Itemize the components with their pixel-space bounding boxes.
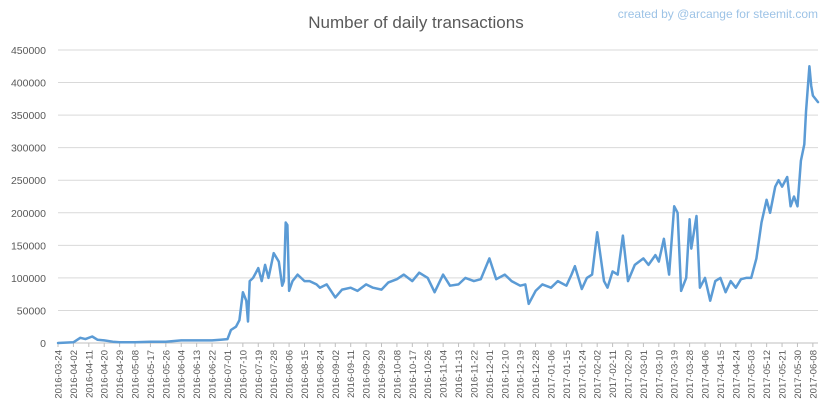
x-tick-label: 2016-08-24	[315, 350, 326, 399]
x-tick-label: 2017-03-01	[639, 350, 650, 399]
y-tick-label: 400000	[11, 78, 46, 90]
y-tick-label: 50000	[17, 305, 46, 317]
x-tick-label: 2016-04-29	[115, 350, 126, 399]
x-tick-label: 2016-11-13	[454, 350, 465, 398]
series-layer	[56, 65, 820, 345]
series-line	[56, 65, 820, 345]
x-tick-label: 2017-05-12	[762, 350, 773, 399]
x-tick-label: 2016-06-04	[177, 350, 188, 399]
x-tick-label: 2016-07-19	[254, 350, 265, 399]
x-tick-label: 2017-05-03	[747, 350, 758, 399]
x-tick-label: 2017-04-06	[701, 350, 712, 399]
x-tick-label: 2016-12-28	[531, 350, 542, 399]
y-tick-label: 100000	[11, 273, 46, 285]
y-tick-label: 300000	[11, 143, 46, 155]
x-tick-label: 2016-07-01	[223, 350, 234, 399]
x-tick-label: 2016-09-20	[362, 350, 373, 399]
x-tick-label: 2017-03-19	[670, 350, 681, 399]
chart-title: Number of daily transactions	[308, 13, 523, 32]
y-axis-ticks: 0 50000 100000 150000 200000 250000 300000 3500…	[11, 45, 46, 350]
x-tick-label: 2016-05-08	[131, 350, 142, 399]
y-tick-label: 150000	[11, 240, 46, 252]
y-tick-label: 0	[40, 338, 46, 350]
x-tick-label: 2016-11-22	[469, 350, 480, 398]
y-tick-label: 450000	[11, 45, 46, 57]
gridlines	[58, 49, 818, 344]
x-tick-label: 2017-05-21	[778, 350, 789, 399]
x-tick-label: 2016-07-28	[269, 350, 280, 399]
x-tick-label: 2017-01-15	[562, 350, 573, 399]
x-tick-label: 2016-05-17	[146, 350, 157, 399]
x-tick-label: 2016-09-11	[346, 350, 357, 398]
x-tick-label: 2017-01-06	[546, 350, 557, 399]
x-tick-label: 2017-04-24	[731, 350, 742, 399]
credit-text: created by @arcange for steemit.com	[618, 7, 818, 21]
x-tick-label: 2016-04-11	[84, 350, 95, 398]
x-tick-label: 2016-08-06	[285, 350, 296, 399]
x-tick-label: 2016-09-29	[377, 350, 388, 399]
x-tick-label: 2016-06-22	[208, 350, 219, 399]
x-tick-label: 2017-06-08	[808, 350, 819, 399]
x-tick-label: 2016-10-17	[408, 350, 419, 399]
x-axis-ticks: 2016-03-24 2016-04-02 2016-04-11 2016-04-20…	[54, 343, 819, 399]
y-tick-label: 200000	[11, 208, 46, 220]
x-tick-label: 2016-04-02	[69, 350, 80, 399]
x-tick-label: 2017-02-11	[608, 350, 619, 398]
x-tick-label: 2017-03-10	[654, 350, 665, 399]
x-tick-label: 2017-02-20	[624, 350, 635, 399]
x-tick-label: 2016-08-15	[300, 350, 311, 399]
y-tick-label: 250000	[11, 175, 46, 187]
x-tick-label: 2016-12-01	[485, 350, 496, 399]
x-tick-label: 2017-03-28	[685, 350, 696, 399]
x-tick-label: 2016-05-26	[161, 350, 172, 399]
x-tick-label: 2016-06-13	[192, 350, 203, 399]
x-tick-label: 2016-04-20	[100, 350, 111, 399]
x-tick-label: 2017-02-02	[593, 350, 604, 399]
x-tick-label: 2016-11-04	[439, 350, 450, 398]
x-tick-label: 2016-12-19	[516, 350, 527, 399]
x-tick-label: 2016-10-26	[423, 350, 434, 399]
x-tick-label: 2016-10-08	[392, 350, 403, 399]
y-tick-label: 350000	[11, 110, 46, 122]
x-tick-label: 2017-01-24	[577, 350, 588, 399]
x-tick-label: 2016-09-02	[331, 350, 342, 399]
x-tick-label: 2017-04-15	[716, 350, 727, 399]
x-tick-label: 2016-03-24	[54, 350, 65, 399]
x-tick-label: 2016-12-10	[500, 350, 511, 399]
x-tick-label: 2016-07-10	[238, 350, 249, 399]
x-tick-label: 2017-05-30	[793, 350, 804, 399]
